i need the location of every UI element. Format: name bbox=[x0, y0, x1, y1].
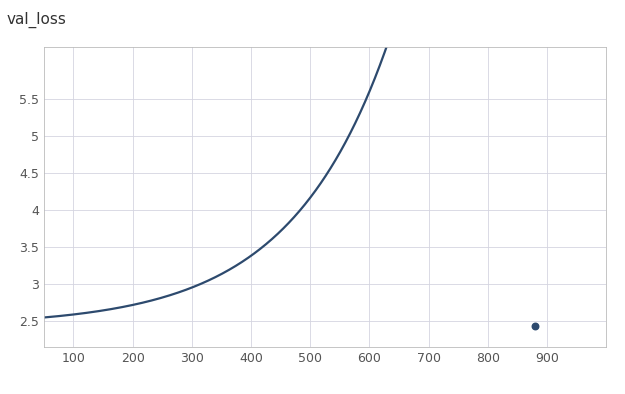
Point bbox=[530, 323, 540, 329]
Text: val_loss: val_loss bbox=[6, 12, 66, 28]
